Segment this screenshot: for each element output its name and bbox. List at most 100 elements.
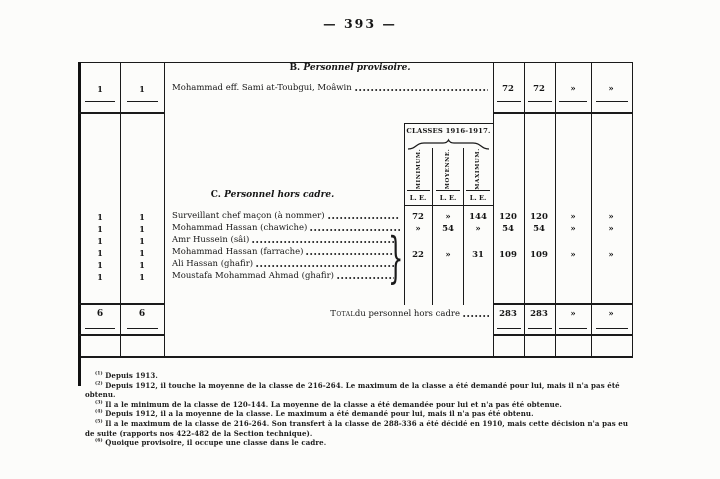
total-value-2: 283 (530, 309, 548, 319)
footnote-3: (3) Il a le minimum de la classe de 120-… (85, 400, 634, 410)
group-value-1: 109 (499, 250, 517, 260)
dot-leader (463, 310, 489, 318)
dot-leader (310, 224, 400, 232)
count-col-divider (120, 62, 121, 356)
b-row-count-1: 1 (97, 84, 103, 94)
footnote-marker: (4) (95, 410, 103, 416)
value-col-divider-1 (493, 62, 494, 356)
section-c-letter: C. (210, 190, 221, 200)
total-rest: du personnel hors cadre (354, 309, 460, 319)
classes-unit-2: L. E. (439, 194, 457, 202)
total-count-1: 6 (96, 309, 104, 319)
footnote-2: (2) Depuis 1912, il touche la moyenne de… (85, 381, 634, 400)
b-row-count-2: 1 (139, 84, 145, 94)
group-value-2: 109 (530, 250, 548, 260)
c-row2-value-4: » (608, 224, 614, 234)
group-value-4: » (608, 250, 614, 260)
b-row-value-4: » (608, 84, 614, 94)
total-word: Total (330, 309, 355, 319)
c-row-count: 1 (97, 260, 103, 270)
description-col-divider (164, 62, 165, 356)
cell-underline (127, 101, 158, 102)
c-row: Mohammad Hassan (chawiche) (172, 223, 402, 233)
cell-underline (497, 101, 521, 102)
c-row: Mohammad Hassan (farrache) (172, 247, 396, 257)
c-row2-value-2: 54 (533, 224, 545, 234)
dot-leader (256, 260, 394, 268)
c-row-count: 1 (139, 248, 145, 258)
c-row1-min: 72 (412, 212, 424, 222)
value-col-divider-4 (591, 62, 592, 356)
classes-brace (407, 138, 490, 150)
classes-col-label-minimum: MINIMUM. (416, 148, 422, 190)
c-row1-value-1: 120 (499, 212, 517, 222)
b-row-value-2: 72 (533, 84, 545, 94)
group-min: 22 (412, 250, 424, 260)
c-row-name: Mohammad Hassan (farrache) (172, 247, 304, 257)
dot-leader (252, 236, 394, 244)
c-row-count: 1 (97, 212, 103, 222)
classes-header-bottom-rule (404, 205, 493, 206)
cell-underline (596, 328, 628, 329)
group-moy: » (445, 250, 451, 260)
c-row-count: 1 (97, 248, 103, 258)
footnote-5: (5) Il a le maximum de la classe de 216-… (85, 419, 634, 438)
total-value-4: » (608, 309, 614, 319)
c-row-count: 1 (139, 224, 145, 234)
classes-col-label-moyenne: MOYENNE. (445, 148, 451, 190)
group-value-3: » (570, 250, 576, 260)
total-top-rule (79, 303, 165, 305)
table-bottom-rule (79, 356, 633, 358)
section-b-title: Personnel provisoire. (303, 63, 411, 73)
dot-leader (306, 248, 394, 256)
cell-underline (528, 328, 552, 329)
b-row-bottom-rule (79, 112, 165, 114)
c-row-name: Moustafa Mohammad Ahmad (ghafir) (172, 271, 334, 281)
group-brace: } (388, 226, 404, 289)
footnote-marker: (6) (95, 438, 103, 444)
b-row-value-3: » (570, 84, 576, 94)
footnote-text: Il a le maximum de la classe de 216-264.… (85, 418, 629, 438)
c-row2-min: » (415, 224, 421, 234)
c-row2-moy: 54 (442, 224, 454, 234)
classes-box-title: CLASSES 1916-1917. (406, 127, 491, 135)
classes-unit-3: L. E. (469, 194, 487, 202)
table-right-border (632, 62, 633, 356)
classes-box-left-border (404, 123, 405, 305)
c-row-count: 1 (139, 260, 145, 270)
classes-box-top-rule (404, 123, 493, 124)
b-row-value-1: 72 (502, 84, 514, 94)
footnote-text: Quoique provisoire, il occupe une classe… (105, 438, 327, 448)
footnote-marker: (5) (95, 419, 103, 425)
footnote-text: Il a le minimum de la classe de 120-144.… (105, 399, 562, 409)
c-row-count: 1 (139, 236, 145, 246)
value-col-divider-3 (555, 62, 556, 356)
cell-underline (559, 328, 587, 329)
c-row2-value-3: » (570, 224, 576, 234)
c-row-count: 1 (97, 224, 103, 234)
total-value-1: 283 (499, 309, 517, 319)
c-row1-value-2: 120 (530, 212, 548, 222)
c-row-count: 1 (139, 272, 145, 282)
footnote-1: (1) Depuis 1913. (85, 371, 634, 381)
b-row: Mohammad eff. Sami at-Toubgui, Moâwin (172, 83, 490, 93)
c-row: Ali Hassan (ghafir) (172, 259, 396, 269)
table-left-border (78, 62, 81, 386)
dot-leader (327, 212, 400, 220)
c-row2-value-1: 54 (502, 224, 514, 234)
total-value-3: » (570, 309, 576, 319)
c-row-count: 1 (97, 272, 103, 282)
cell-underline (559, 101, 587, 102)
dot-leader (336, 272, 394, 280)
c-row1-value-3: » (570, 212, 576, 222)
classes-col-label-maximum: MAXIMUM. (475, 148, 481, 190)
section-c-heading: C. Personnel hors cadre. (205, 190, 340, 200)
value-col-divider-2 (524, 62, 525, 356)
footnotes: (1) Depuis 1913. (2) Depuis 1912, il tou… (85, 371, 634, 448)
dot-leader (354, 84, 488, 92)
total-bottom-rule (493, 334, 632, 336)
c-row-name: Surveillant chef maçon (à nommer) (172, 211, 325, 221)
c-row-name: Ali Hassan (ghafir) (172, 259, 254, 269)
c-row1-value-4: » (608, 212, 614, 222)
